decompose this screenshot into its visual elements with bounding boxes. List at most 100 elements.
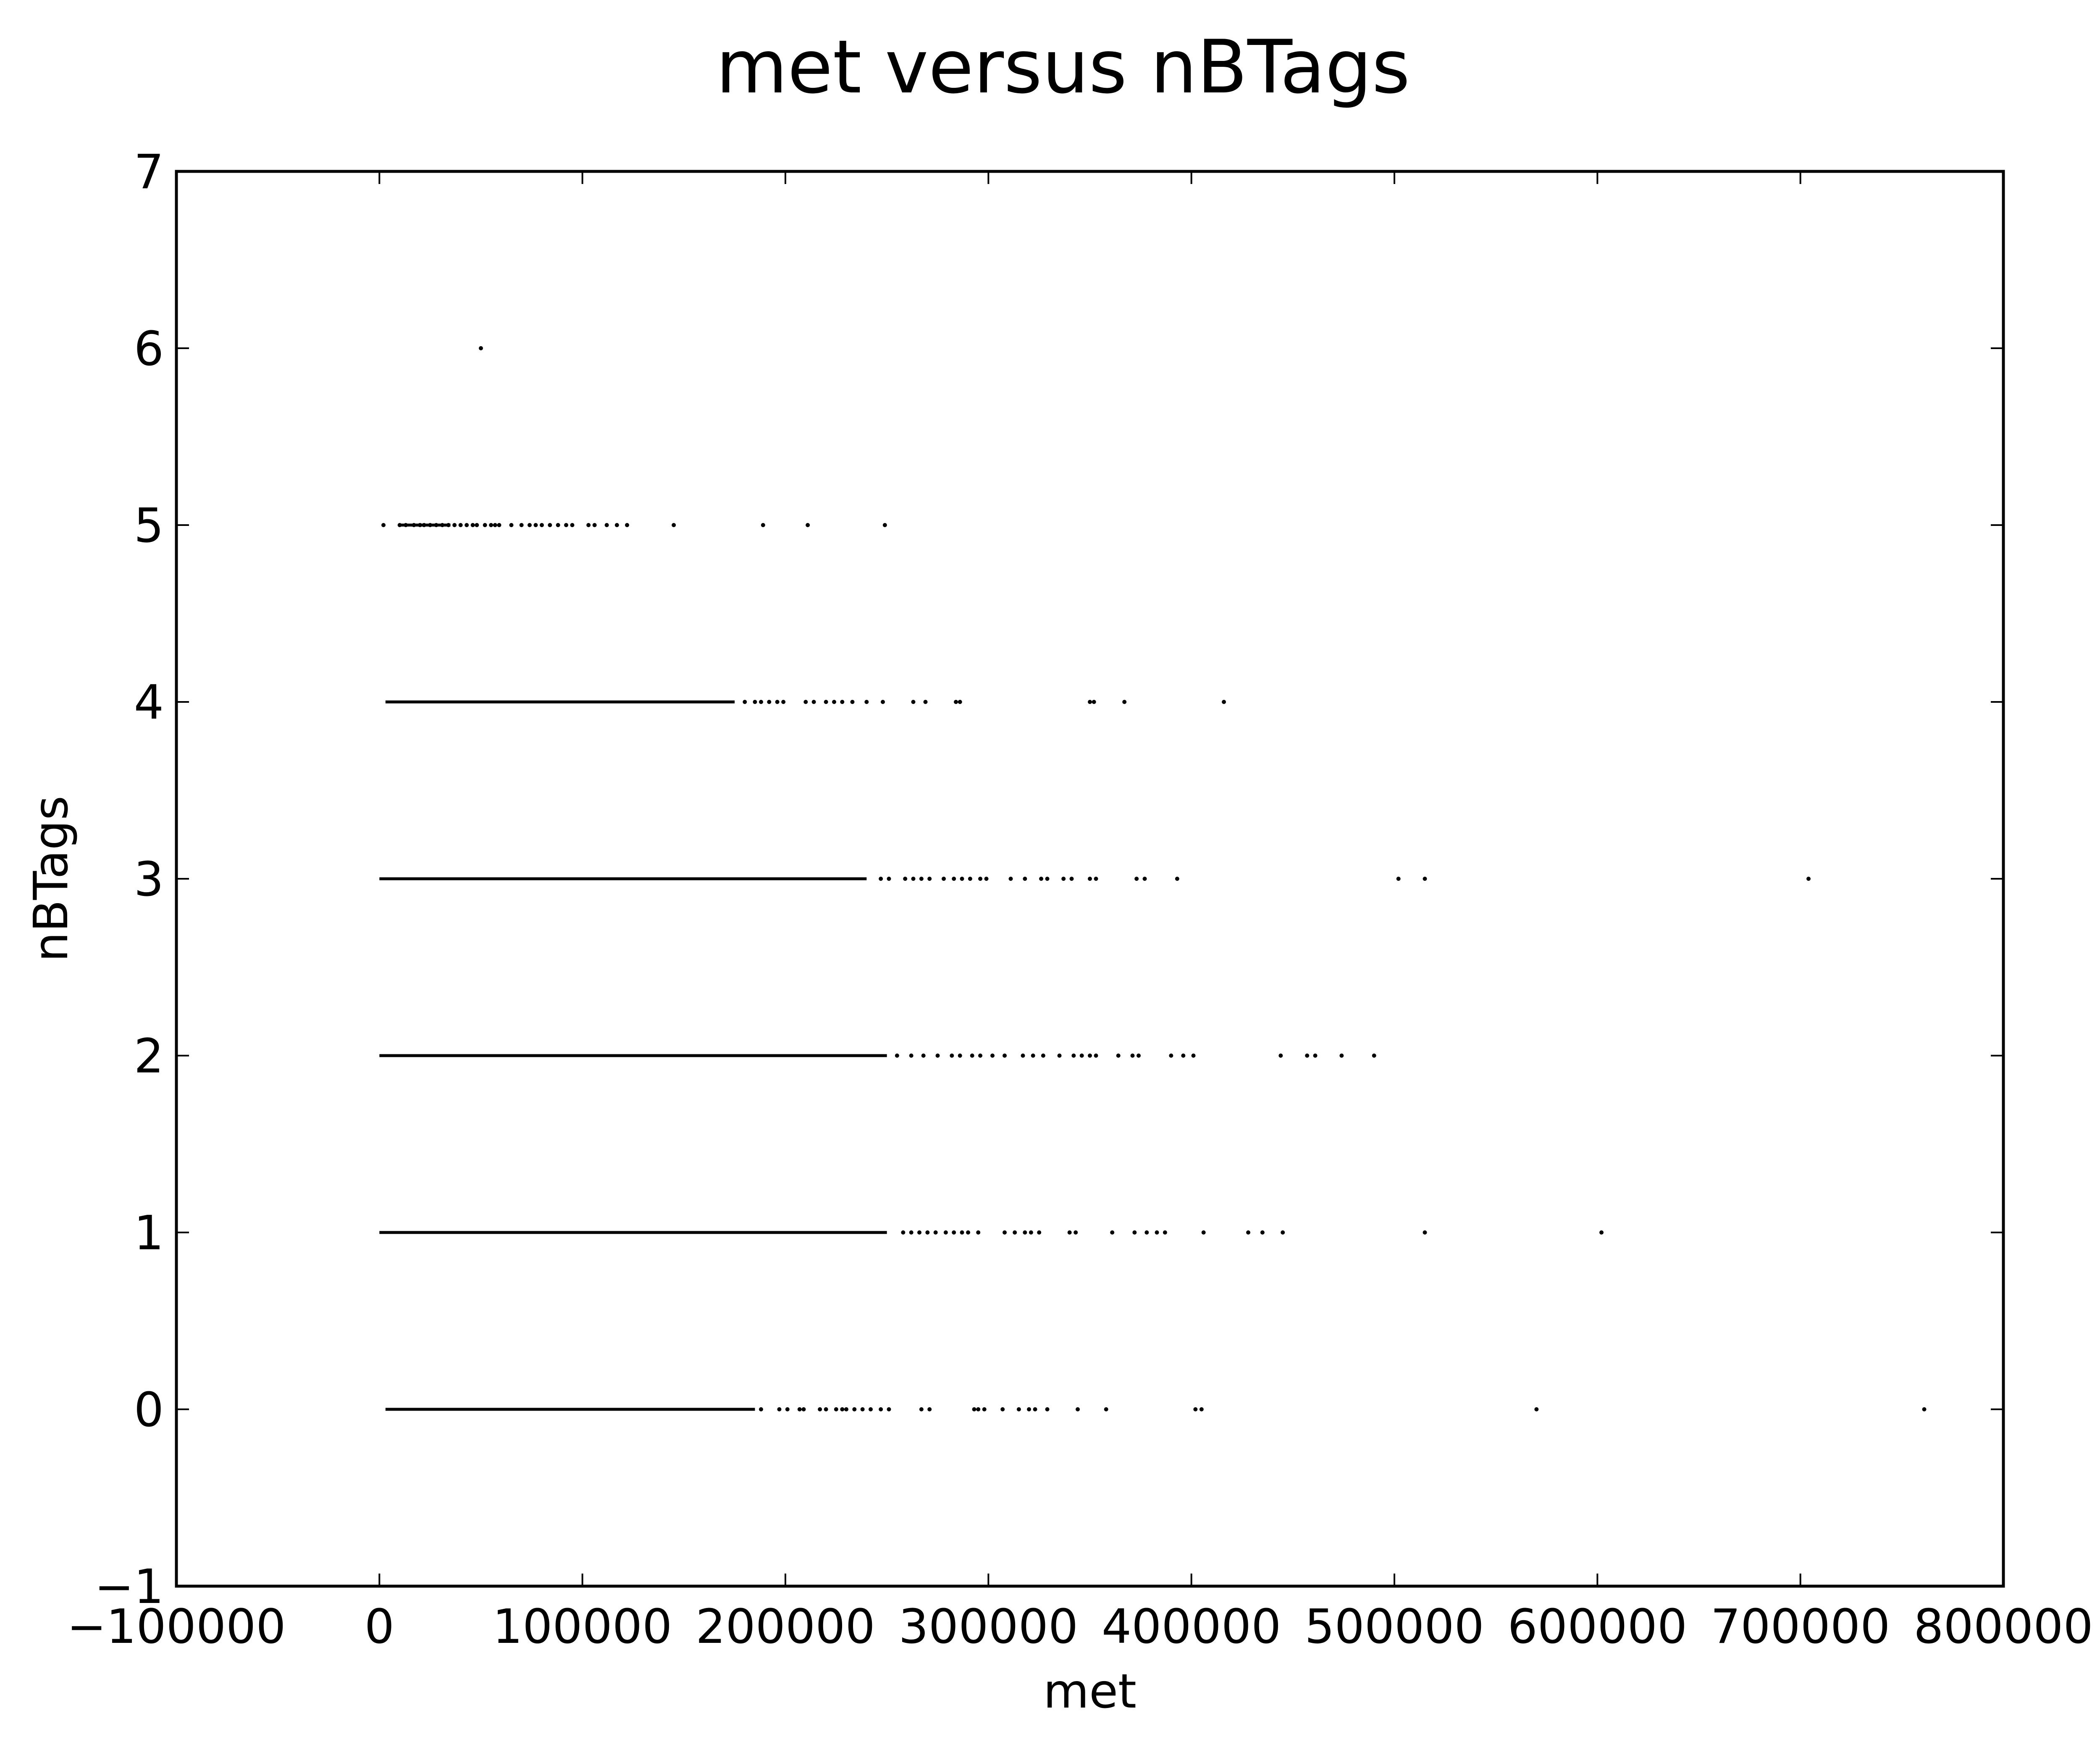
data-point bbox=[942, 877, 946, 881]
data-point bbox=[440, 523, 445, 527]
data-point bbox=[844, 1407, 848, 1411]
data-point bbox=[960, 877, 964, 881]
data-point bbox=[911, 700, 916, 704]
data-point bbox=[901, 1230, 906, 1235]
data-point bbox=[1130, 1054, 1135, 1058]
x-tick-label: 700000 bbox=[1711, 1600, 1890, 1654]
data-point bbox=[803, 700, 808, 704]
y-tick-label: 7 bbox=[134, 145, 164, 200]
data-point bbox=[1067, 1230, 1072, 1235]
data-point bbox=[1023, 1230, 1027, 1235]
data-point bbox=[1423, 877, 1427, 881]
data-point bbox=[592, 523, 597, 527]
data-point bbox=[614, 523, 619, 527]
data-point bbox=[1144, 1230, 1149, 1235]
data-point bbox=[785, 1407, 790, 1411]
data-point bbox=[923, 700, 928, 704]
data-point bbox=[743, 700, 747, 704]
data-point bbox=[1027, 1407, 1031, 1411]
data-point bbox=[1061, 877, 1066, 881]
data-point bbox=[919, 1407, 924, 1411]
data-point bbox=[781, 700, 786, 704]
data-point bbox=[1069, 877, 1074, 881]
data-point bbox=[586, 523, 591, 527]
data-point bbox=[1806, 877, 1811, 881]
data-point bbox=[921, 1054, 926, 1058]
data-point bbox=[978, 1054, 982, 1058]
data-point bbox=[570, 523, 575, 527]
data-point bbox=[489, 523, 494, 527]
data-point bbox=[917, 1230, 921, 1235]
data-point bbox=[970, 1054, 974, 1058]
data-point bbox=[1116, 1054, 1121, 1058]
data-point bbox=[978, 877, 982, 881]
data-point bbox=[428, 523, 433, 527]
data-point bbox=[556, 523, 560, 527]
data-point bbox=[548, 523, 552, 527]
data-point bbox=[966, 1230, 970, 1235]
data-point bbox=[465, 523, 469, 527]
data-point bbox=[1199, 1407, 1204, 1411]
data-point bbox=[1029, 1230, 1033, 1235]
data-point bbox=[882, 523, 887, 527]
data-point bbox=[759, 1407, 763, 1411]
data-point bbox=[1155, 1230, 1159, 1235]
x-tick-label: 300000 bbox=[899, 1600, 1079, 1654]
x-tick-label: −100000 bbox=[67, 1600, 286, 1654]
data-point bbox=[933, 1230, 938, 1235]
data-point bbox=[895, 1054, 899, 1058]
data-point bbox=[528, 523, 532, 527]
data-point bbox=[446, 523, 451, 527]
data-point bbox=[564, 523, 568, 527]
x-tick-label: 400000 bbox=[1102, 1600, 1281, 1654]
data-point bbox=[1260, 1230, 1265, 1235]
x-axis-ticks: −100000 0 100000 200000 300000 400000 500000 60… bbox=[67, 171, 2093, 1654]
data-point bbox=[1041, 1054, 1045, 1058]
data-point bbox=[470, 523, 475, 527]
data-point bbox=[927, 877, 932, 881]
data-point bbox=[397, 523, 402, 527]
y-tick-label: 5 bbox=[134, 499, 164, 553]
x-tick-label: 500000 bbox=[1305, 1600, 1484, 1654]
data-point bbox=[925, 1230, 930, 1235]
data-point bbox=[990, 1054, 995, 1058]
data-point bbox=[759, 700, 763, 704]
data-point bbox=[864, 700, 869, 704]
data-point bbox=[1021, 1054, 1025, 1058]
y-tick-label: 1 bbox=[134, 1206, 164, 1261]
data-point bbox=[1534, 1407, 1539, 1411]
data-point bbox=[1071, 1054, 1076, 1058]
data-point bbox=[1922, 1407, 1927, 1411]
data-point bbox=[604, 523, 609, 527]
data-point bbox=[1222, 700, 1226, 704]
data-point bbox=[1281, 1230, 1285, 1235]
data-point bbox=[1122, 700, 1127, 704]
data-point bbox=[968, 877, 972, 881]
data-point bbox=[1104, 1407, 1108, 1411]
data-point bbox=[811, 700, 816, 704]
data-point bbox=[1193, 1407, 1198, 1411]
data-point bbox=[519, 523, 524, 527]
data-point bbox=[1088, 877, 1092, 881]
data-point bbox=[832, 700, 836, 704]
data-point bbox=[1008, 877, 1013, 881]
data-point bbox=[860, 1407, 865, 1411]
data-point bbox=[1045, 1407, 1050, 1411]
data-point bbox=[404, 523, 408, 527]
data-point bbox=[958, 1054, 962, 1058]
data-point bbox=[852, 1407, 857, 1411]
data-point bbox=[984, 877, 989, 881]
y-tick-label: −1 bbox=[94, 1560, 164, 1614]
data-point bbox=[1037, 1230, 1042, 1235]
data-point bbox=[1045, 877, 1050, 881]
data-point bbox=[672, 523, 676, 527]
data-point bbox=[909, 1054, 914, 1058]
data-point bbox=[1137, 1054, 1141, 1058]
scatter-points bbox=[379, 346, 1927, 1411]
data-point bbox=[475, 523, 479, 527]
data-point bbox=[761, 523, 765, 527]
data-point bbox=[1031, 1054, 1035, 1058]
data-point bbox=[483, 523, 487, 527]
data-point bbox=[909, 1230, 914, 1235]
